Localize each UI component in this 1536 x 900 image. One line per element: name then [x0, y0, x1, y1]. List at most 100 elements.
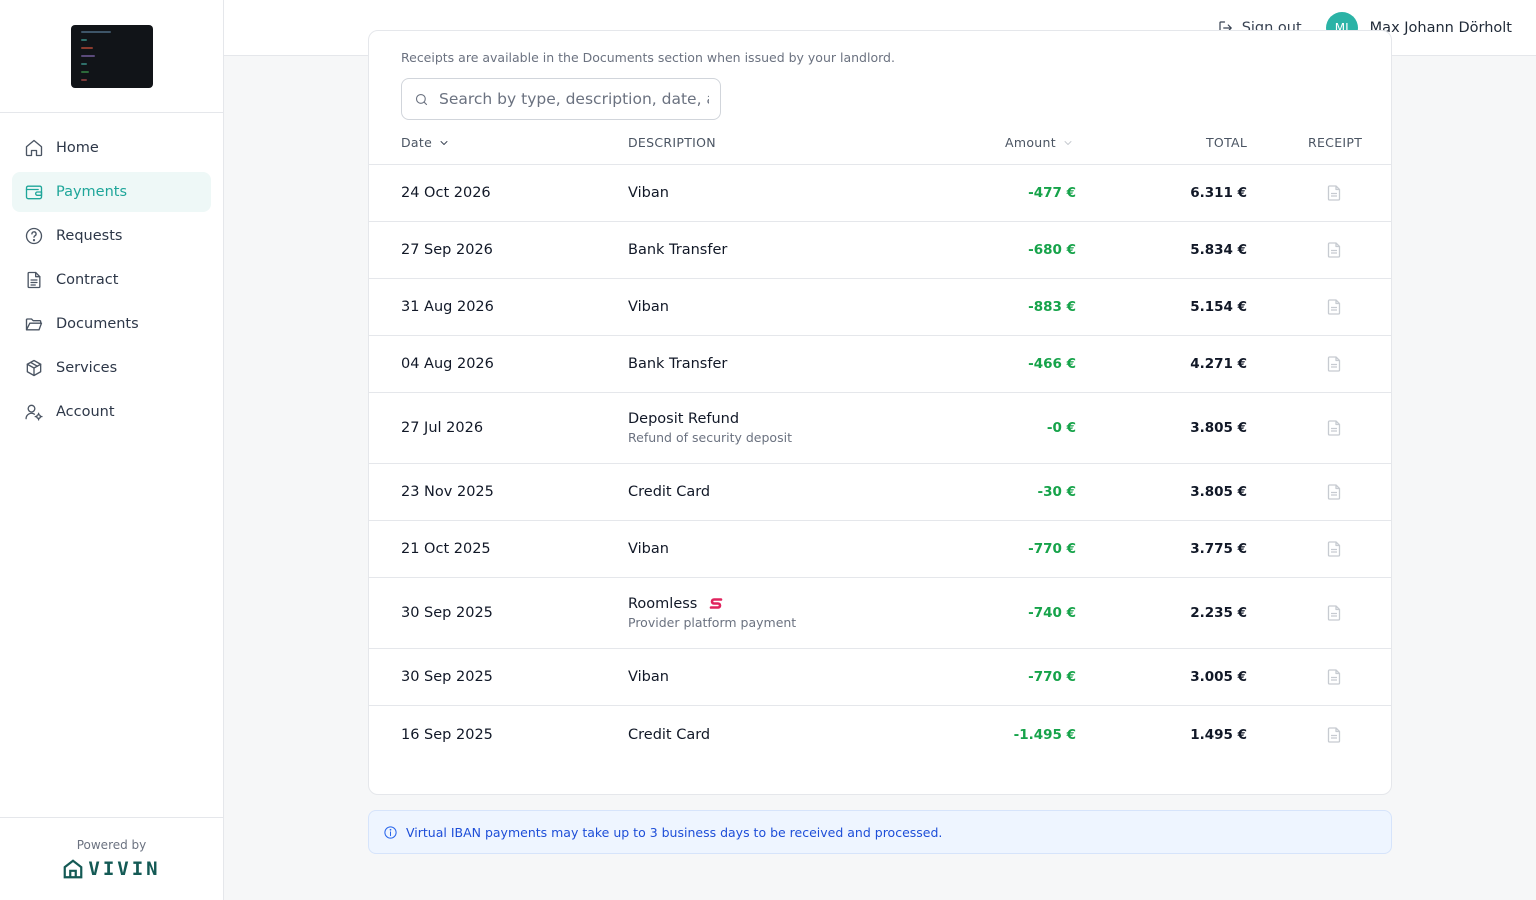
receipt-button[interactable] [1326, 578, 1342, 648]
column-date-sort[interactable]: Date [401, 135, 450, 150]
brand-name: VIVIN [88, 858, 161, 880]
payment-description: Roomless Provider platform payment [628, 578, 796, 648]
payment-total: 1.495 € [1190, 726, 1247, 743]
payment-description-label: Credit Card [628, 484, 711, 500]
payment-description-sub: Provider platform payment [628, 615, 797, 630]
search-box[interactable] [401, 78, 721, 120]
payment-description-label: Bank Transfer [628, 242, 728, 258]
receipt-button[interactable] [1326, 279, 1342, 335]
payment-amount: -740 € [1028, 605, 1076, 621]
receipt-button[interactable] [1326, 649, 1342, 705]
receipt-document-icon [1327, 356, 1341, 372]
payment-total: 3.805 € [1190, 420, 1247, 436]
payment-date: 24 Oct 2026 [401, 185, 491, 201]
payment-description-main: Credit Card [628, 727, 710, 743]
sidebar-item-contract[interactable]: Contract [12, 260, 211, 300]
payment-date: 27 Sep 2026 [401, 242, 493, 258]
app-logo[interactable] [70, 24, 153, 88]
payment-description-main: Deposit Refund [628, 411, 739, 427]
payments-table-body: 24 Oct 2026 Viban -477 € 6.311 € 27 Sep 2026… [369, 165, 1391, 763]
payment-total: 5.834 € [1190, 242, 1247, 258]
table-row[interactable]: 27 Sep 2026 Bank Transfer -680 € 5.834 € [369, 222, 1391, 279]
receipt-document-icon [1327, 669, 1341, 685]
sidebar-item-label: Contract [56, 272, 119, 288]
payment-description-main: Viban [628, 299, 669, 315]
receipt-document-icon [1327, 726, 1341, 743]
receipt-button[interactable] [1326, 706, 1342, 763]
payment-date: 04 Aug 2026 [401, 356, 494, 372]
column-amount-label: Amount [1005, 135, 1056, 150]
user-gear-icon [24, 402, 44, 422]
brand-logo[interactable]: VIVIN [0, 858, 223, 880]
table-row[interactable]: 21 Oct 2025 Viban -770 € 3.775 € [369, 521, 1391, 578]
payment-description-label: Bank Transfer [628, 356, 728, 372]
powered-by: Powered by VIVIN [0, 817, 223, 900]
payment-description-label: Deposit Refund [628, 411, 740, 427]
payment-date: 23 Nov 2025 [401, 484, 494, 500]
receipt-button[interactable] [1326, 521, 1342, 577]
sidebar-item-requests[interactable]: Requests [12, 216, 211, 256]
payment-description: Deposit Refund Refund of security deposit [628, 393, 792, 463]
sidebar-item-home[interactable]: Home [12, 128, 211, 168]
sidebar-item-label: Services [56, 360, 118, 376]
sidebar-item-label: Home [56, 140, 99, 156]
file-text-icon [24, 270, 44, 290]
payment-date: 31 Aug 2026 [401, 299, 494, 315]
payment-amount: -0 € [1046, 420, 1076, 436]
user-name[interactable]: Max Johann Dörholt [1369, 19, 1512, 36]
sidebar-item-account[interactable]: Account [12, 392, 211, 432]
table-row[interactable]: 30 Sep 2025 Roomless Provider platform pay… [369, 578, 1391, 649]
sidebar-nav: Home Payments Requests Contract Document… [0, 113, 223, 432]
table-row[interactable]: 16 Sep 2025 Credit Card -1.495 € 1.495 € [369, 706, 1391, 763]
table-row[interactable]: 04 Aug 2026 Bank Transfer -466 € 4.271 € [369, 336, 1391, 393]
payment-amount: -1.495 € [1013, 726, 1076, 743]
payment-date: 16 Sep 2025 [401, 726, 493, 743]
roomless-logo-icon [710, 598, 723, 609]
payment-description: Viban [628, 165, 669, 221]
sidebar-item-documents[interactable]: Documents [12, 304, 211, 344]
search-icon [415, 93, 428, 105]
payment-description-main: Credit Card [628, 484, 710, 500]
payment-description-label: Roomless [628, 596, 698, 612]
payment-description: Bank Transfer [628, 222, 727, 278]
payment-total: 3.005 € [1190, 669, 1247, 685]
table-row[interactable]: 31 Aug 2026 Viban -883 € 5.154 € [369, 279, 1391, 336]
sidebar-item-label: Documents [56, 316, 139, 332]
payments-card: Receipts are available in the Documents … [368, 30, 1392, 795]
table-row[interactable]: 27 Jul 2026 Deposit Refund Refund of secur… [369, 393, 1391, 464]
payment-description-main: Viban [628, 541, 669, 557]
sidebar-item-label: Requests [56, 228, 123, 244]
table-row[interactable]: 24 Oct 2026 Viban -477 € 6.311 € [369, 165, 1391, 222]
search-input[interactable] [439, 90, 709, 108]
receipt-button[interactable] [1326, 165, 1342, 221]
receipt-button[interactable] [1326, 393, 1342, 463]
payment-total: 6.311 € [1190, 185, 1247, 201]
receipt-button[interactable] [1326, 464, 1342, 520]
column-description: DESCRIPTION [628, 135, 716, 150]
payment-total: 5.154 € [1190, 299, 1247, 315]
payment-amount: -477 € [1028, 185, 1076, 201]
column-amount-sort[interactable]: Amount [1005, 135, 1074, 150]
payment-description: Viban [628, 521, 669, 577]
house-logo-icon [64, 859, 83, 879]
table-row[interactable]: 23 Nov 2025 Credit Card -30 € 3.805 € [369, 464, 1391, 521]
table-row[interactable]: 30 Sep 2025 Viban -770 € 3.005 € [369, 649, 1391, 706]
payment-amount: -770 € [1028, 669, 1076, 685]
payment-amount: -770 € [1028, 541, 1076, 557]
top-header: Sign out MJ Max Johann Dörholt [224, 0, 1536, 56]
sidebar-item-payments[interactable]: Payments [12, 172, 211, 212]
receipt-button[interactable] [1326, 222, 1342, 278]
receipt-document-icon [1327, 242, 1341, 258]
info-banner: Virtual IBAN payments may take up to 3 b… [368, 810, 1392, 854]
payment-description: Bank Transfer [628, 336, 727, 392]
powered-by-label: Powered by [76, 838, 147, 852]
sidebar: Home Payments Requests Contract Document… [0, 0, 224, 900]
receipt-button[interactable] [1326, 336, 1342, 392]
sidebar-item-label: Payments [56, 184, 128, 200]
wallet-icon [24, 182, 44, 202]
receipt-document-icon [1327, 420, 1341, 436]
sidebar-item-services[interactable]: Services [12, 348, 211, 388]
payment-description-main: Viban [628, 185, 669, 201]
payment-date: 27 Jul 2026 [401, 420, 484, 436]
payment-total: 3.805 € [1190, 484, 1247, 500]
